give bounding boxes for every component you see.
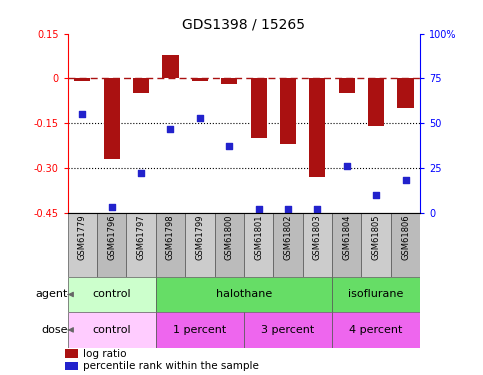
Text: halothane: halothane — [216, 290, 272, 300]
Text: GSM61801: GSM61801 — [254, 214, 263, 260]
Point — [343, 163, 351, 169]
Bar — [214, 213, 244, 277]
Bar — [162, 55, 179, 78]
Text: GSM61805: GSM61805 — [371, 214, 381, 260]
Bar — [133, 78, 149, 93]
Point — [313, 206, 321, 212]
Bar — [97, 213, 127, 277]
Text: 4 percent: 4 percent — [349, 325, 403, 335]
Text: agent: agent — [36, 290, 68, 300]
Point — [167, 126, 174, 132]
Text: control: control — [92, 325, 131, 335]
Point — [402, 177, 410, 183]
Bar — [361, 213, 391, 277]
Bar — [192, 78, 208, 81]
Text: GSM61798: GSM61798 — [166, 214, 175, 260]
Bar — [273, 213, 303, 277]
Bar — [68, 277, 156, 312]
Bar — [332, 312, 420, 348]
Text: control: control — [92, 290, 131, 300]
Point — [137, 170, 145, 176]
Text: GSM61806: GSM61806 — [401, 214, 410, 260]
Bar — [65, 349, 78, 357]
Text: GSM61800: GSM61800 — [225, 214, 234, 260]
Point — [255, 206, 262, 212]
Point — [284, 206, 292, 212]
Bar — [280, 78, 296, 144]
Text: GSM61804: GSM61804 — [342, 214, 351, 260]
Text: GSM61803: GSM61803 — [313, 214, 322, 260]
Bar — [68, 312, 156, 348]
Bar — [74, 78, 90, 81]
Text: 1 percent: 1 percent — [173, 325, 227, 335]
Bar — [156, 312, 244, 348]
Point — [226, 144, 233, 150]
Text: 3 percent: 3 percent — [261, 325, 314, 335]
Bar — [368, 78, 384, 126]
Point — [78, 111, 86, 117]
Bar — [244, 312, 332, 348]
Text: GSM61796: GSM61796 — [107, 214, 116, 260]
Point — [196, 115, 204, 121]
Text: isoflurane: isoflurane — [348, 290, 404, 300]
Point — [108, 204, 115, 210]
Bar — [332, 277, 420, 312]
Bar — [398, 78, 413, 108]
Bar — [221, 78, 237, 84]
Bar — [332, 213, 361, 277]
Bar — [303, 213, 332, 277]
Point — [372, 192, 380, 198]
Text: GDS1398 / 15265: GDS1398 / 15265 — [183, 18, 305, 32]
Bar — [391, 213, 420, 277]
Text: dose: dose — [42, 325, 68, 335]
Bar — [309, 78, 326, 177]
Text: log ratio: log ratio — [84, 348, 127, 358]
Bar — [244, 213, 273, 277]
Bar — [251, 78, 267, 138]
Bar — [156, 277, 332, 312]
Text: GSM61797: GSM61797 — [137, 214, 145, 260]
Bar — [104, 78, 120, 159]
Bar — [68, 213, 97, 277]
Bar — [65, 362, 78, 370]
Text: GSM61799: GSM61799 — [195, 214, 204, 260]
Bar — [339, 78, 355, 93]
Bar — [156, 213, 185, 277]
Text: percentile rank within the sample: percentile rank within the sample — [84, 361, 259, 371]
Bar — [127, 213, 156, 277]
Text: GSM61802: GSM61802 — [284, 214, 293, 260]
Bar — [185, 213, 214, 277]
Text: GSM61779: GSM61779 — [78, 214, 87, 260]
